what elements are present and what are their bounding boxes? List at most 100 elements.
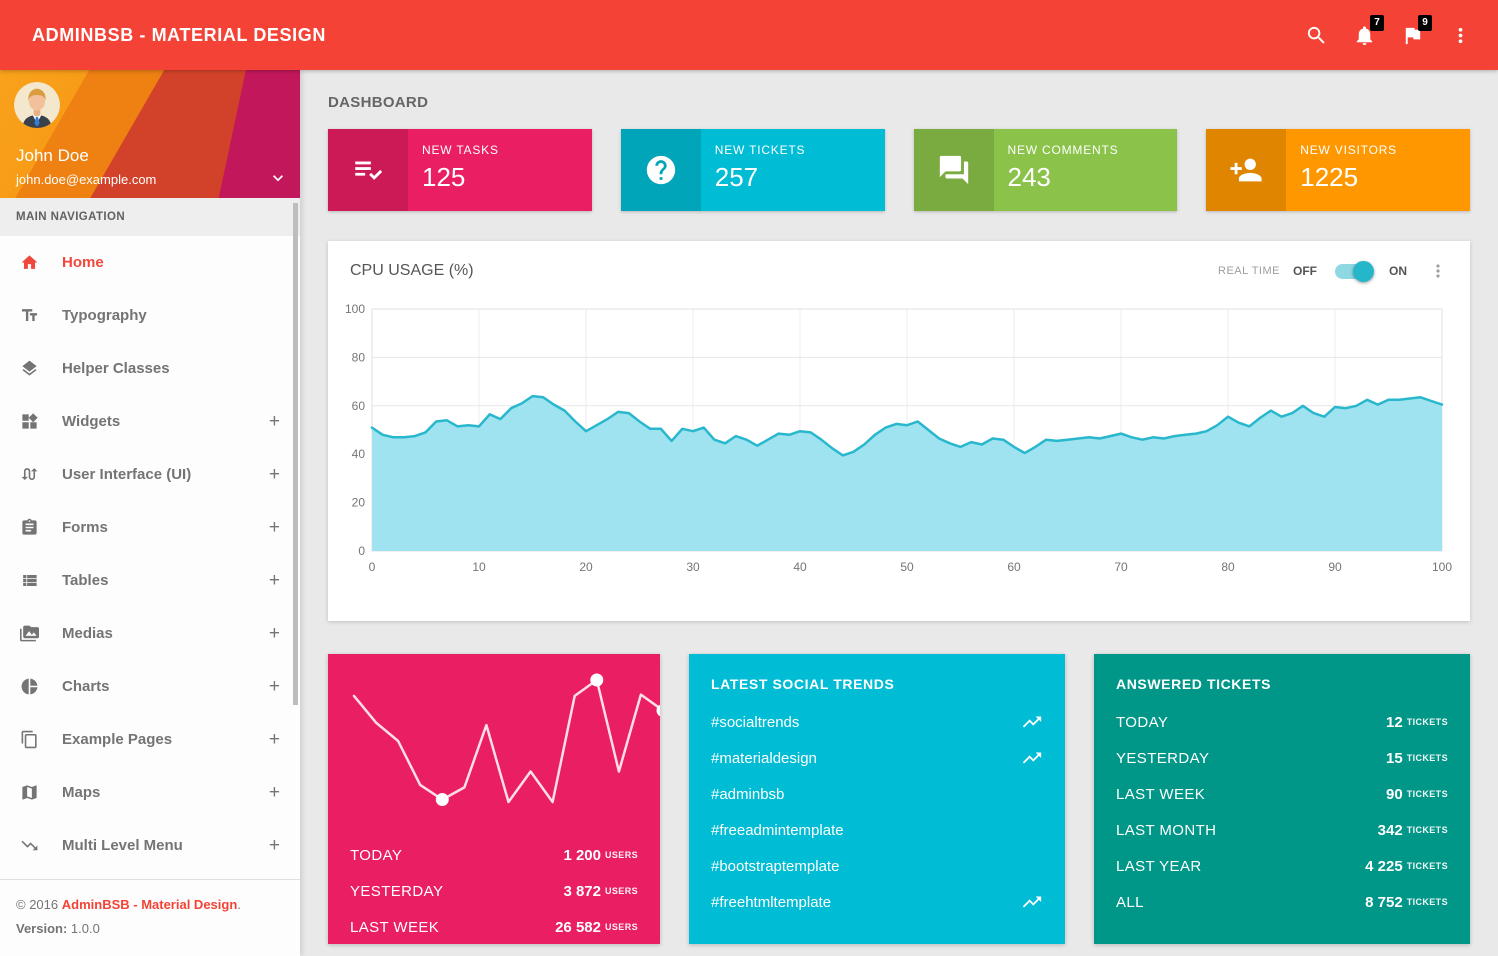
sidebar-item-label: Example Pages [62, 731, 173, 748]
stat-label: YESTERDAY [1116, 749, 1210, 767]
sidebar-item-example-pages[interactable]: Example Pages + [0, 713, 300, 766]
flags-button[interactable]: 9 [1401, 14, 1432, 47]
stat-value: 4 225 [1365, 857, 1403, 875]
social-trend-freeadmintemplate[interactable]: #freeadmintemplate [711, 812, 1043, 848]
sidebar-item-label: Forms [62, 519, 108, 536]
info-box-content: NEW COMMENTS 243 [994, 129, 1133, 211]
more-vert-icon[interactable] [1428, 261, 1448, 281]
stat-unit: USERS [604, 886, 638, 896]
answered-tickets-card: ANSWERED TICKETS TODAY 12 TICKETS YESTERDAY… [1094, 654, 1470, 944]
info-box-title: NEW TICKETS [714, 143, 806, 157]
notifications-button[interactable]: 7 [1353, 14, 1384, 47]
stat-label: LAST WEEK [1116, 785, 1206, 803]
stat-label: ALL [1116, 893, 1144, 911]
avatar [14, 82, 60, 128]
cpu-area-chart: 0 20 40 60 80 100 0 10 20 30 40 50 60 70 80 90 100 [345, 302, 1452, 574]
svg-text:70: 70 [1114, 560, 1128, 574]
stat-unit: TICKETS [1406, 753, 1448, 763]
svg-text:50: 50 [900, 560, 914, 574]
adminbsb-link[interactable]: AdminBSB - Material Design [61, 896, 238, 912]
cpu-chart: 0 20 40 60 80 100 0 10 20 30 40 50 60 70 80 90 100 [328, 291, 1470, 621]
social-trend-bootstraptemplate[interactable]: #bootstraptemplate [711, 848, 1043, 884]
realtime-controls: REAL TIME OFF ON [1218, 260, 1448, 282]
stat-unit: TICKETS [1406, 789, 1448, 799]
svg-text:40: 40 [793, 560, 807, 574]
info-box-content: NEW TICKETS 257 [701, 129, 820, 211]
sidebar-item-helper-classes[interactable]: Helper Classes [0, 342, 300, 395]
person-add-icon [1229, 153, 1263, 187]
sidebar-item-forms[interactable]: Forms + [0, 501, 300, 554]
search-icon[interactable] [1305, 24, 1328, 47]
info-boxes-row: NEW TASKS 125 NEW TICKETS 257 NEW COMMENTS 24… [328, 129, 1470, 211]
cpu-card-header: CPU USAGE (%) REAL TIME OFF ON [328, 241, 1470, 291]
social-trend-socialtrends[interactable]: #socialtrends [711, 704, 1043, 740]
trending-up-icon [1021, 747, 1043, 769]
stat-label: TODAY [1116, 713, 1169, 731]
stat-unit: TICKETS [1406, 717, 1448, 727]
sidebar-item-label: Charts [62, 678, 110, 695]
sidebar-item-tables[interactable]: Tables + [0, 554, 300, 607]
social-trend-adminbsb[interactable]: #adminbsb [711, 776, 1043, 812]
stat-label: LAST MONTH [1116, 821, 1217, 839]
sidebar-item-multi-level-menu[interactable]: Multi Level Menu + [0, 819, 300, 872]
hashtag-label: #materialdesign [711, 749, 817, 767]
svg-text:0: 0 [358, 544, 365, 558]
expand-plus-icon: + [268, 569, 280, 591]
svg-text:30: 30 [686, 560, 700, 574]
social-trend-freehtmltemplate[interactable]: #freehtmltemplate [711, 884, 1043, 920]
svg-text:20: 20 [579, 560, 593, 574]
bell-icon [1353, 24, 1376, 47]
trending-up-icon [1021, 891, 1043, 913]
table-list-icon [20, 571, 39, 590]
info-box-title: NEW COMMENTS [1007, 143, 1119, 157]
sidebar-footer: © 2016 AdminBSB - Material Design. Versi… [0, 878, 300, 956]
stat-value: 26 582 [555, 918, 601, 936]
info-box-title: NEW TASKS [422, 143, 499, 157]
svg-text:0: 0 [369, 560, 376, 574]
stat-row-today: TODAY 12 TICKETS [1116, 704, 1448, 740]
svg-text:40: 40 [352, 447, 366, 461]
realtime-label: REAL TIME [1218, 265, 1280, 277]
sidebar-item-medias[interactable]: Medias + [0, 607, 300, 660]
social-trend-materialdesign[interactable]: #materialdesign [711, 740, 1043, 776]
swap-calls-icon [20, 465, 39, 484]
sidebar-item-typography[interactable]: Typography [0, 289, 300, 342]
info-box-icon-area [620, 129, 701, 211]
map-icon [20, 783, 39, 802]
sidebar-menu: Home Typography Helper Classes Widgets + User… [0, 236, 300, 872]
stat-row-yesterday: YESTERDAY 3 872 USERS [350, 873, 638, 909]
stat-row-last-year: LAST YEAR 4 225 TICKETS [1116, 848, 1448, 884]
hashtag-label: #freehtmltemplate [711, 893, 832, 911]
social-card-title: LATEST SOCIAL TRENDS [711, 676, 895, 692]
stat-label: TODAY [350, 846, 403, 864]
sidebar-scrollbar[interactable] [293, 203, 298, 705]
expand-plus-icon: + [268, 463, 280, 485]
sidebar: John Doe john.doe@example.com MAIN NAVIG… [0, 70, 300, 956]
more-vert-icon[interactable] [1449, 24, 1472, 47]
tickets-list: TODAY 12 TICKETS YESTERDAY 15 TICKETS LAST WEE… [1116, 704, 1448, 920]
stat-value: 12 [1386, 713, 1403, 731]
svg-text:10: 10 [472, 560, 486, 574]
pie-chart-icon [20, 677, 39, 696]
info-box-title: NEW VISITORS [1300, 143, 1397, 157]
sidebar-item-charts[interactable]: Charts + [0, 660, 300, 713]
copyright-line: © 2016 AdminBSB - Material Design. [16, 896, 241, 912]
version-line: Version: 1.0.0 [16, 920, 100, 936]
typography-icon [20, 306, 39, 325]
chevron-down-icon[interactable] [268, 168, 288, 188]
forum-icon [937, 153, 971, 187]
app-title: ADMINBSB - MATERIAL DESIGN [32, 24, 326, 45]
home-icon [20, 253, 39, 272]
sidebar-item-label: User Interface (UI) [62, 466, 192, 483]
cpu-card-title: CPU USAGE (%) [350, 262, 474, 279]
svg-text:20: 20 [352, 496, 366, 510]
realtime-toggle[interactable] [1335, 260, 1374, 282]
sidebar-item-maps[interactable]: Maps + [0, 766, 300, 819]
sidebar-item-user-interface-ui[interactable]: User Interface (UI) + [0, 448, 300, 501]
info-box-icon-area [913, 129, 994, 211]
info-box-icon-area [328, 129, 408, 211]
sidebar-item-home[interactable]: Home [0, 236, 300, 289]
toggle-knob [1353, 260, 1374, 282]
flags-badge: 9 [1418, 14, 1432, 31]
sidebar-item-widgets[interactable]: Widgets + [0, 395, 300, 448]
